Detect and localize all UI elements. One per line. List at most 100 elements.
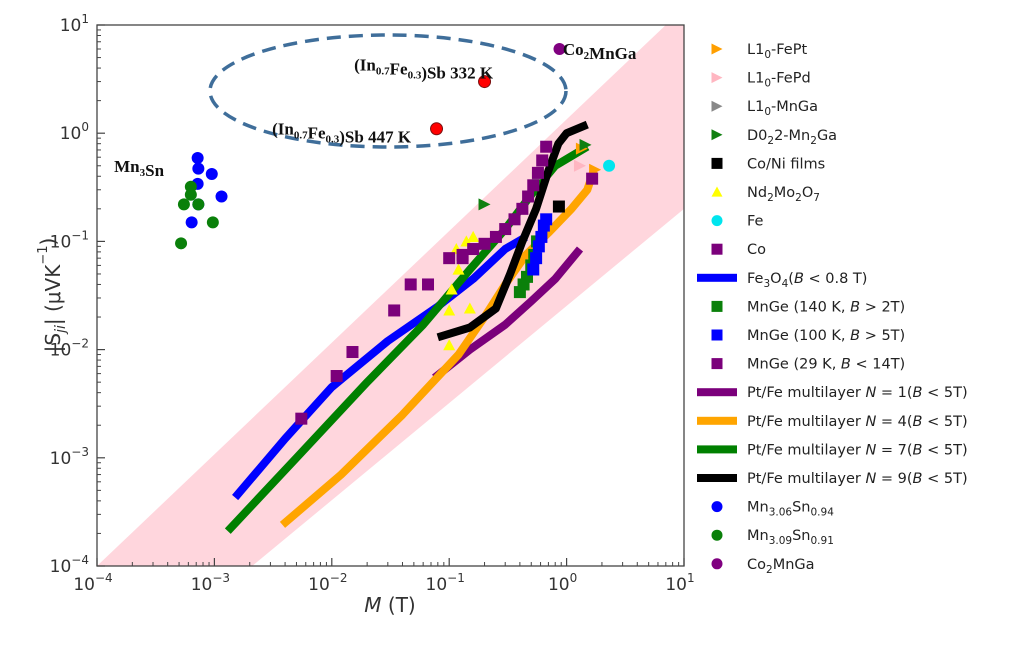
series-11-point-3 (489, 230, 502, 243)
legend-item-16: Mn3.06​Sn0.94​ (711, 500, 834, 519)
legend-label: Fe (747, 214, 764, 230)
annotation-3: Co2MnGa (563, 40, 637, 63)
y-tick-label-4: 100 (60, 120, 89, 144)
legend-item-3: D02​2-Mn2​Ga (711, 128, 837, 147)
legend-item-7: Co (711, 242, 766, 258)
y-axis-label: |Sji| (μVK−1) (36, 238, 69, 353)
series-16-point-6 (185, 216, 198, 229)
legend-swatch-line (697, 474, 737, 482)
series-3-point-0 (478, 198, 491, 211)
legend-item-12: Pt/Fe multilayer N = 1(B < 5T) (697, 385, 968, 401)
legend-swatch-marker (711, 243, 723, 255)
series-16-point-1 (192, 162, 205, 175)
legend-item-8: Fe3​O4​(B < 0.8 T) (697, 271, 867, 290)
series-7-point-2 (346, 346, 359, 359)
series-5-point-2 (445, 283, 458, 295)
legend-item-5: Nd2​Mo2​O7​ (711, 185, 820, 204)
series-16-point-0 (191, 151, 204, 164)
legend-label: Pt/Fe multilayer N = 9(B < 5T) (747, 471, 968, 487)
legend-swatch-line (697, 416, 737, 425)
legend-swatch-marker (711, 43, 723, 55)
legend-item-15: Pt/Fe multilayer N = 9(B < 5T) (697, 471, 968, 487)
annotation-0: Mn3Sn (114, 157, 164, 180)
axis-ticks: 10−4 10−3 10−2 10−1 100 101 10−4 10−3 10−2 10−1 10… (50, 12, 695, 595)
series-7-point-5 (422, 278, 435, 291)
legend-item-13: Pt/Fe multilayer N = 4(B < 5T) (697, 414, 968, 430)
series-11-point-10 (536, 154, 549, 167)
series-11-point-7 (522, 190, 535, 203)
series-17-point-2 (177, 198, 190, 211)
legend-swatch-marker (711, 157, 723, 169)
series-7-point-3 (388, 304, 401, 317)
legend-swatch-marker (711, 100, 723, 112)
legend-label: L10​-FePt (747, 42, 807, 61)
series-17-point-3 (192, 198, 205, 211)
series-11-point-8 (527, 179, 540, 192)
legend-item-18: Co2​MnGa (711, 557, 815, 576)
legend-item-9: MnGe (140 K, B > 2T) (711, 299, 905, 315)
series-4-point-0 (552, 200, 565, 213)
x-tick-label-3: 10−1 (426, 571, 465, 595)
legend-label: MnGe (140 K, B > 2T) (747, 299, 905, 315)
legend-item-2: L10​-MnGa (711, 99, 818, 118)
series-7-point-1 (330, 370, 343, 383)
markers-layer (175, 43, 616, 425)
x-axis-label: M (T) (364, 593, 415, 617)
legend-item-0: L10​-FePt (711, 42, 807, 61)
series-17-point-4 (206, 216, 219, 229)
series-11-point-4 (499, 223, 512, 236)
y-tick-label-3: 10−1 (50, 228, 89, 252)
series-15-line (436, 120, 589, 342)
series-12-line (432, 246, 584, 381)
legend-swatch-line (697, 388, 737, 397)
legend-label: MnGe (100 K, B > 5T) (747, 328, 905, 344)
legend-label: D02​2-Mn2​Ga (747, 128, 837, 147)
annotation-1: (In0.7Fe0.3)Sb 332 K (354, 56, 494, 83)
series-7-point-4 (404, 278, 417, 291)
series-11-point-5 (508, 213, 521, 226)
legend-item-1: L10​-FePd (711, 71, 811, 90)
x-tick-label-4: 100 (548, 571, 577, 595)
legend-swatch-marker (711, 72, 723, 84)
legend-label: Nd2​Mo2​O7​ (747, 185, 820, 204)
legend-label: Co2​MnGa (747, 557, 815, 576)
series-19-point-0 (478, 75, 492, 89)
series-10-point-1 (530, 252, 543, 265)
y-tick-label-1: 10−3 (50, 445, 89, 469)
legend-label: MnGe (29 K, B < 14T) (747, 357, 905, 373)
series-7-point-0 (295, 412, 308, 425)
legend-item-11: MnGe (29 K, B < 14T) (711, 357, 905, 373)
legend-swatch-marker (711, 300, 723, 312)
series-7-point-6 (443, 252, 456, 265)
series-5-point-4 (463, 302, 476, 314)
series-11-point-6 (516, 202, 529, 215)
series-7-point-8 (586, 172, 599, 185)
series-5-point-7 (467, 230, 480, 243)
legend-item-17: Mn3.09​Sn0.91​ (711, 528, 834, 547)
x-tick-label-0: 10−4 (73, 571, 112, 595)
series-17-point-1 (184, 188, 197, 201)
legend-label: Mn3.06​Sn0.94​ (747, 500, 834, 519)
series-17-point-5 (175, 237, 188, 250)
legend-label: Fe3​O4​(B < 0.8 T) (747, 271, 867, 290)
y-tick-label-2: 10−2 (50, 337, 89, 361)
legend-swatch-marker (711, 329, 723, 341)
series-11-point-1 (467, 243, 480, 256)
series-16-point-4 (215, 190, 228, 203)
series-10-point-3 (535, 230, 548, 243)
legend-swatch-marker (711, 186, 723, 197)
series-lines-layer (224, 120, 598, 534)
legend-swatch-line (697, 445, 737, 454)
series-3-point-1 (579, 138, 592, 151)
legend-swatch-marker (711, 529, 723, 541)
legend-swatch-line (697, 273, 737, 282)
legend-swatch-marker (711, 501, 723, 513)
series-11-point-11 (540, 140, 553, 153)
legend-swatch-marker (711, 558, 723, 570)
legend-label: L10​-MnGa (747, 99, 818, 118)
x-tick-label-1: 10−3 (191, 571, 230, 595)
series-10-point-5 (540, 213, 553, 226)
annotation-2: (In0.7Fe0.3)Sb 447 K (272, 120, 412, 147)
series-11-point-2 (478, 237, 491, 250)
